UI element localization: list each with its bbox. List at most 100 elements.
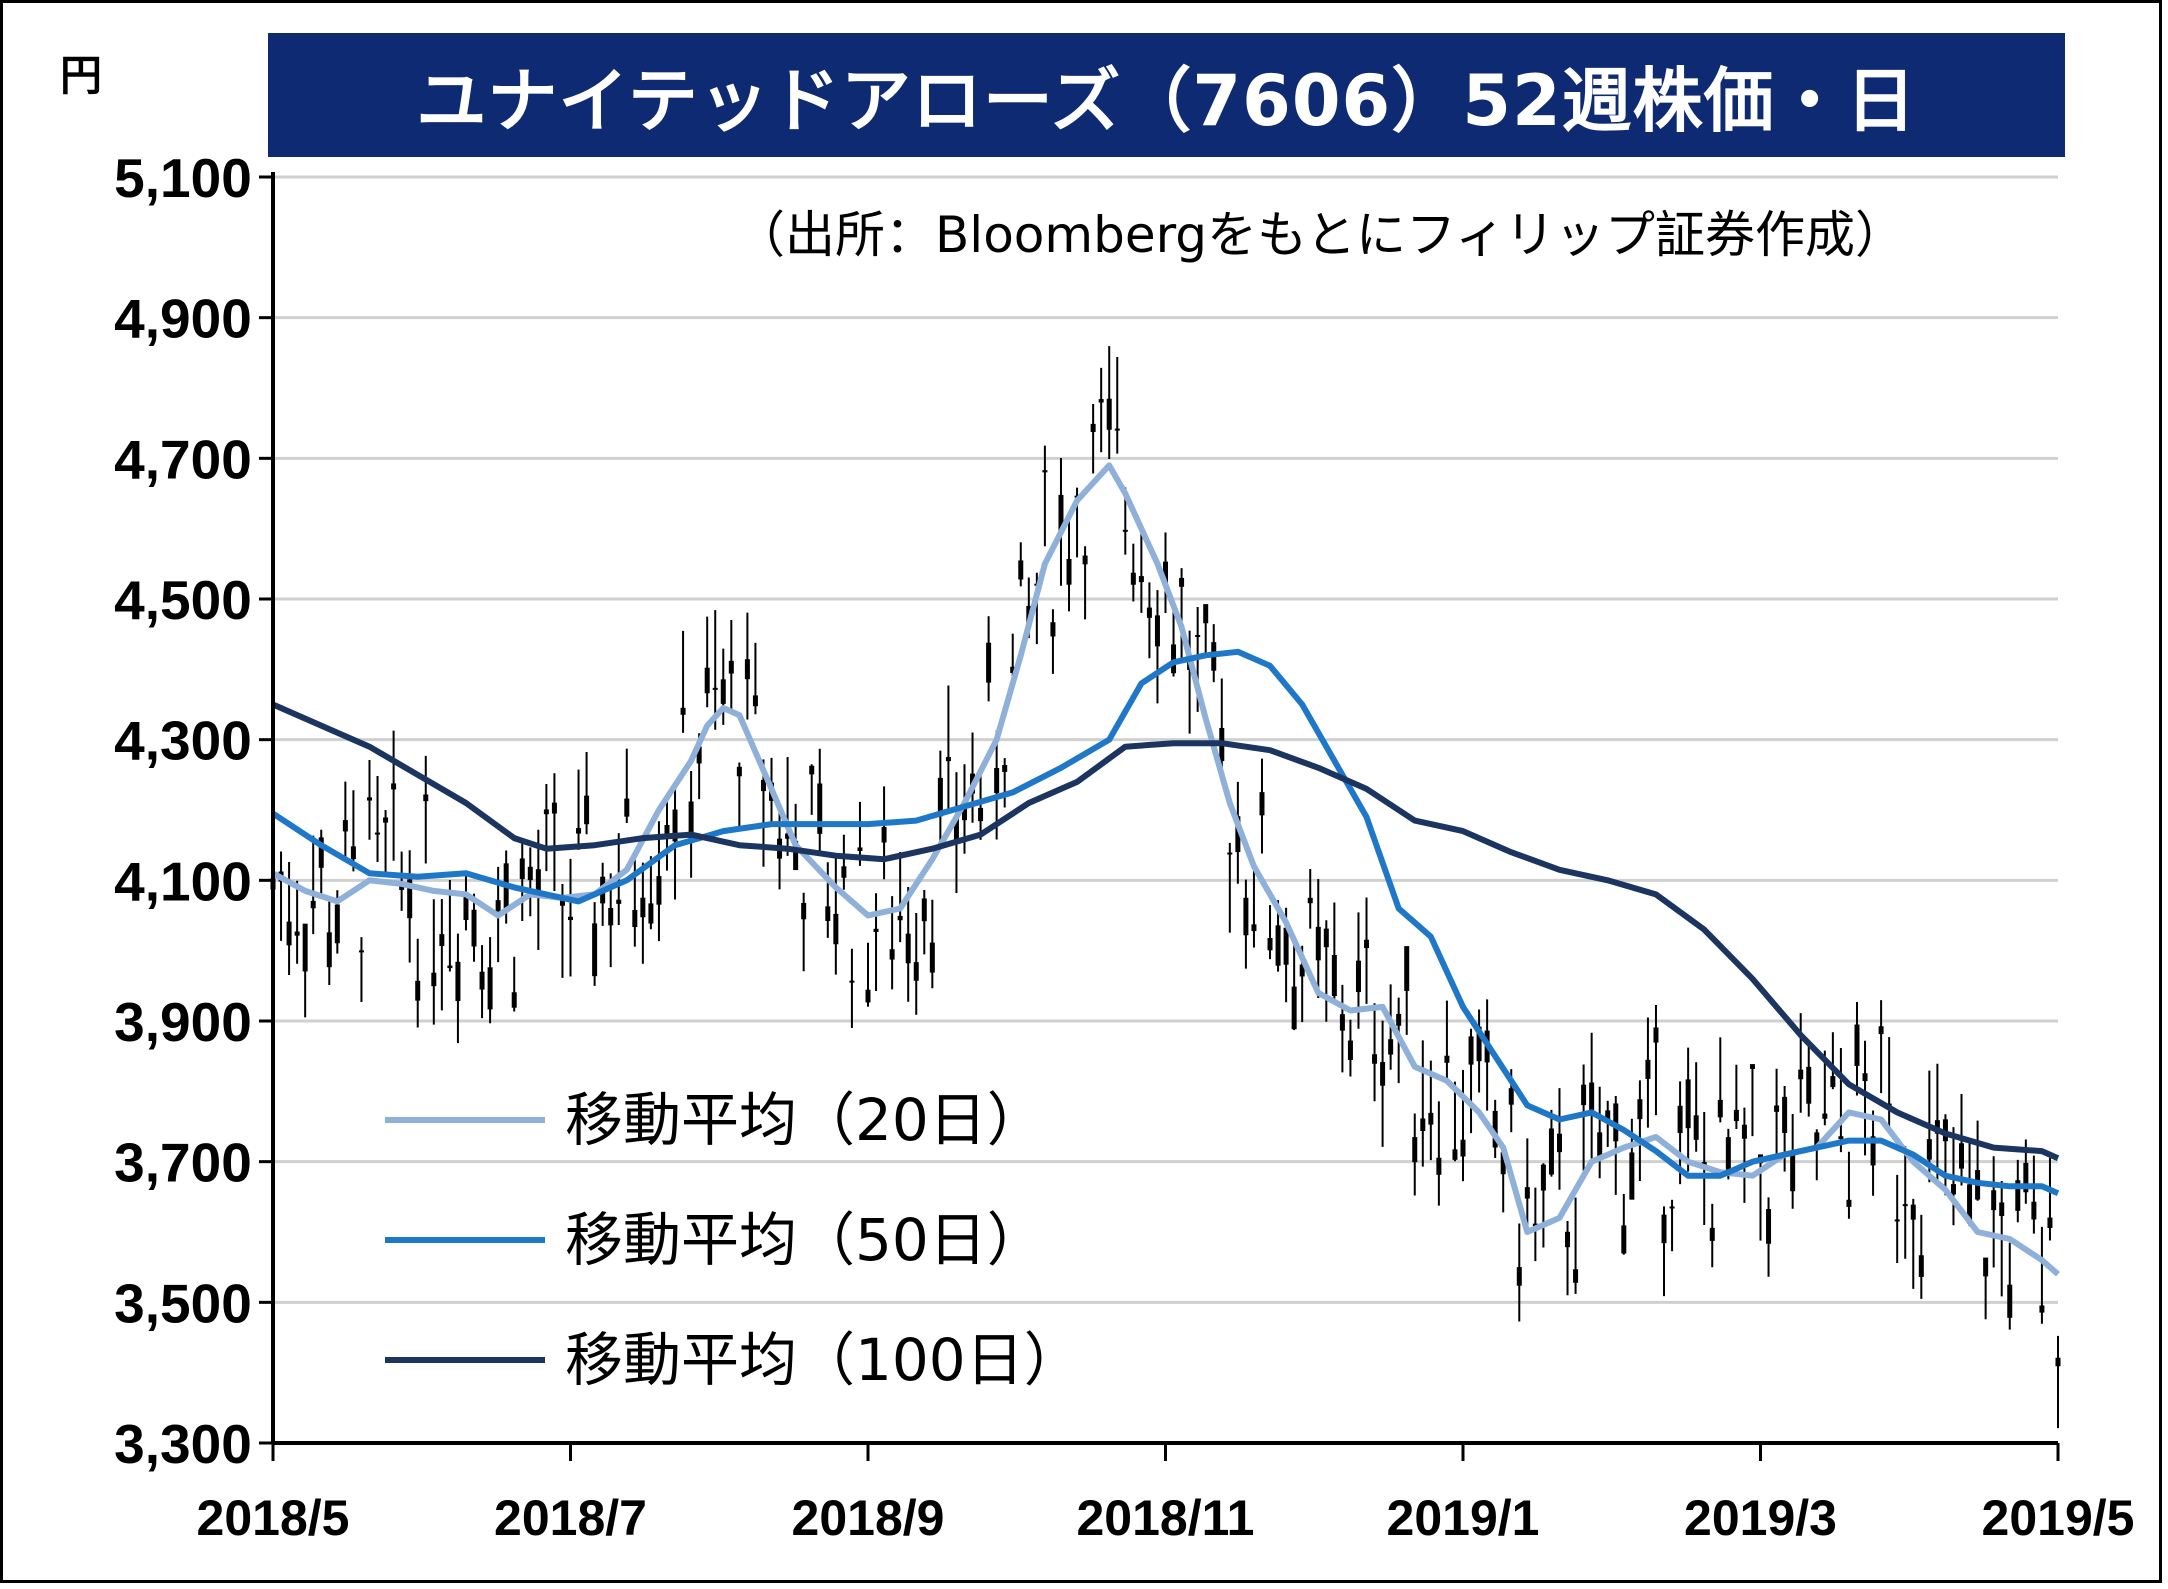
candle-body (1114, 428, 1120, 431)
candle-body (688, 801, 694, 841)
candle-body (905, 933, 911, 964)
candle-body (1050, 622, 1056, 637)
candle-body (415, 980, 421, 1001)
candle-body (1203, 604, 1209, 624)
candle-body (1331, 954, 1337, 997)
candle-body (1267, 937, 1273, 951)
x-tick-label: 2019/1 (1387, 1490, 1540, 1546)
candle-body (1589, 1082, 1595, 1113)
candle-body (1677, 1105, 1683, 1134)
candle-body (431, 972, 437, 987)
x-tick-label: 2018/7 (494, 1490, 647, 1546)
candle-body (383, 817, 389, 823)
candle-body (1709, 1227, 1715, 1241)
candle-body (1179, 577, 1185, 587)
candle-body (1814, 1132, 1820, 1146)
candle-body (1645, 1059, 1651, 1079)
candle-body (1412, 1137, 1418, 1163)
candle-body (953, 817, 959, 843)
y-tick-label: 4,300 (114, 710, 252, 772)
candle-body (760, 779, 766, 792)
candle-body (632, 909, 638, 928)
candle-body (1637, 1099, 1643, 1120)
candle-body (559, 900, 565, 906)
x-tick-label: 2018/11 (1077, 1490, 1255, 1546)
candle-body (1355, 960, 1361, 993)
candle-body (1838, 1136, 1844, 1140)
y-tick-label: 5,100 (114, 147, 252, 209)
candlesticks (270, 346, 2061, 1429)
candle-body (913, 962, 919, 981)
candle-body (1991, 1190, 1997, 1211)
candle-body (1862, 1073, 1868, 1082)
candle-body (1565, 1231, 1571, 1248)
candle-body (1500, 1152, 1506, 1175)
candle-body (1870, 1136, 1876, 1166)
candle-body (680, 707, 686, 715)
candle-body (1468, 1036, 1474, 1065)
y-axis-unit-label: 円 (60, 51, 103, 100)
candle-body (487, 967, 493, 1010)
candle-body (366, 797, 372, 801)
candle-body (1902, 1204, 1908, 1207)
candle-body (1685, 1079, 1691, 1129)
candle-body (608, 908, 614, 926)
candle-body (1967, 1184, 1973, 1224)
candle-body (1725, 1137, 1731, 1170)
candle-body (1508, 1088, 1514, 1105)
candle-body (986, 642, 992, 683)
candle-body (1918, 1255, 1924, 1277)
candle-body (841, 866, 847, 878)
candle-body (1717, 1099, 1723, 1118)
candle-body (1388, 1039, 1394, 1055)
candle-body (1404, 946, 1410, 991)
candle-body (696, 746, 702, 764)
candle-body (1733, 1109, 1739, 1122)
candle-body (1460, 1139, 1466, 1157)
candle-body (1339, 1014, 1345, 1031)
candle-body (584, 795, 590, 825)
candle-body (479, 971, 485, 990)
chart-title: ユナイテッドアローズ（7606）52週株価・日 (416, 59, 1917, 142)
source-note: （出所：Bloombergをもとにフィリップ証券作成） (735, 206, 1905, 264)
candle-body (2031, 1201, 2037, 1220)
candle-body (527, 866, 533, 881)
candle-body (656, 876, 662, 905)
candle-body (439, 934, 445, 946)
candle-body (1235, 816, 1241, 853)
candle-body (1516, 1267, 1522, 1286)
candle-body (793, 840, 799, 871)
candle-body (857, 847, 863, 851)
y-tick-label: 3,300 (114, 1413, 252, 1475)
candle-body (1492, 1110, 1498, 1148)
candle-body (704, 667, 710, 694)
candle-body (720, 679, 726, 704)
candle-body (1854, 1024, 1860, 1066)
candle-body (889, 949, 895, 960)
x-tick-label: 2019/5 (1982, 1490, 2135, 1546)
candle-body (664, 825, 670, 839)
candle-body (2039, 1305, 2045, 1313)
candle-body (1146, 607, 1152, 618)
candle-body (1782, 1096, 1788, 1133)
candle-body (1749, 1064, 1755, 1069)
candle-body (881, 827, 887, 843)
candle-body (1428, 1112, 1434, 1125)
candle-body (1798, 1069, 1804, 1080)
candle-body (302, 923, 308, 972)
candle-body (1171, 644, 1177, 674)
candle-body (1163, 561, 1168, 583)
candle-body (1323, 928, 1329, 948)
gridlines (273, 175, 2058, 1304)
candle-body (712, 687, 718, 690)
candle-body (1138, 576, 1144, 583)
y-tick-label: 4,900 (114, 288, 252, 350)
candle-body (1195, 634, 1201, 637)
candle-body (551, 802, 557, 814)
candle-body (1999, 1202, 2005, 1217)
legend: 移動平均（20日） 移動平均（50日） 移動平均（100日） (385, 1086, 1082, 1394)
candle-body (423, 794, 429, 802)
candle-body (1790, 1151, 1796, 1192)
candle-body (1830, 1076, 1836, 1088)
candle-body (2023, 1162, 2029, 1193)
